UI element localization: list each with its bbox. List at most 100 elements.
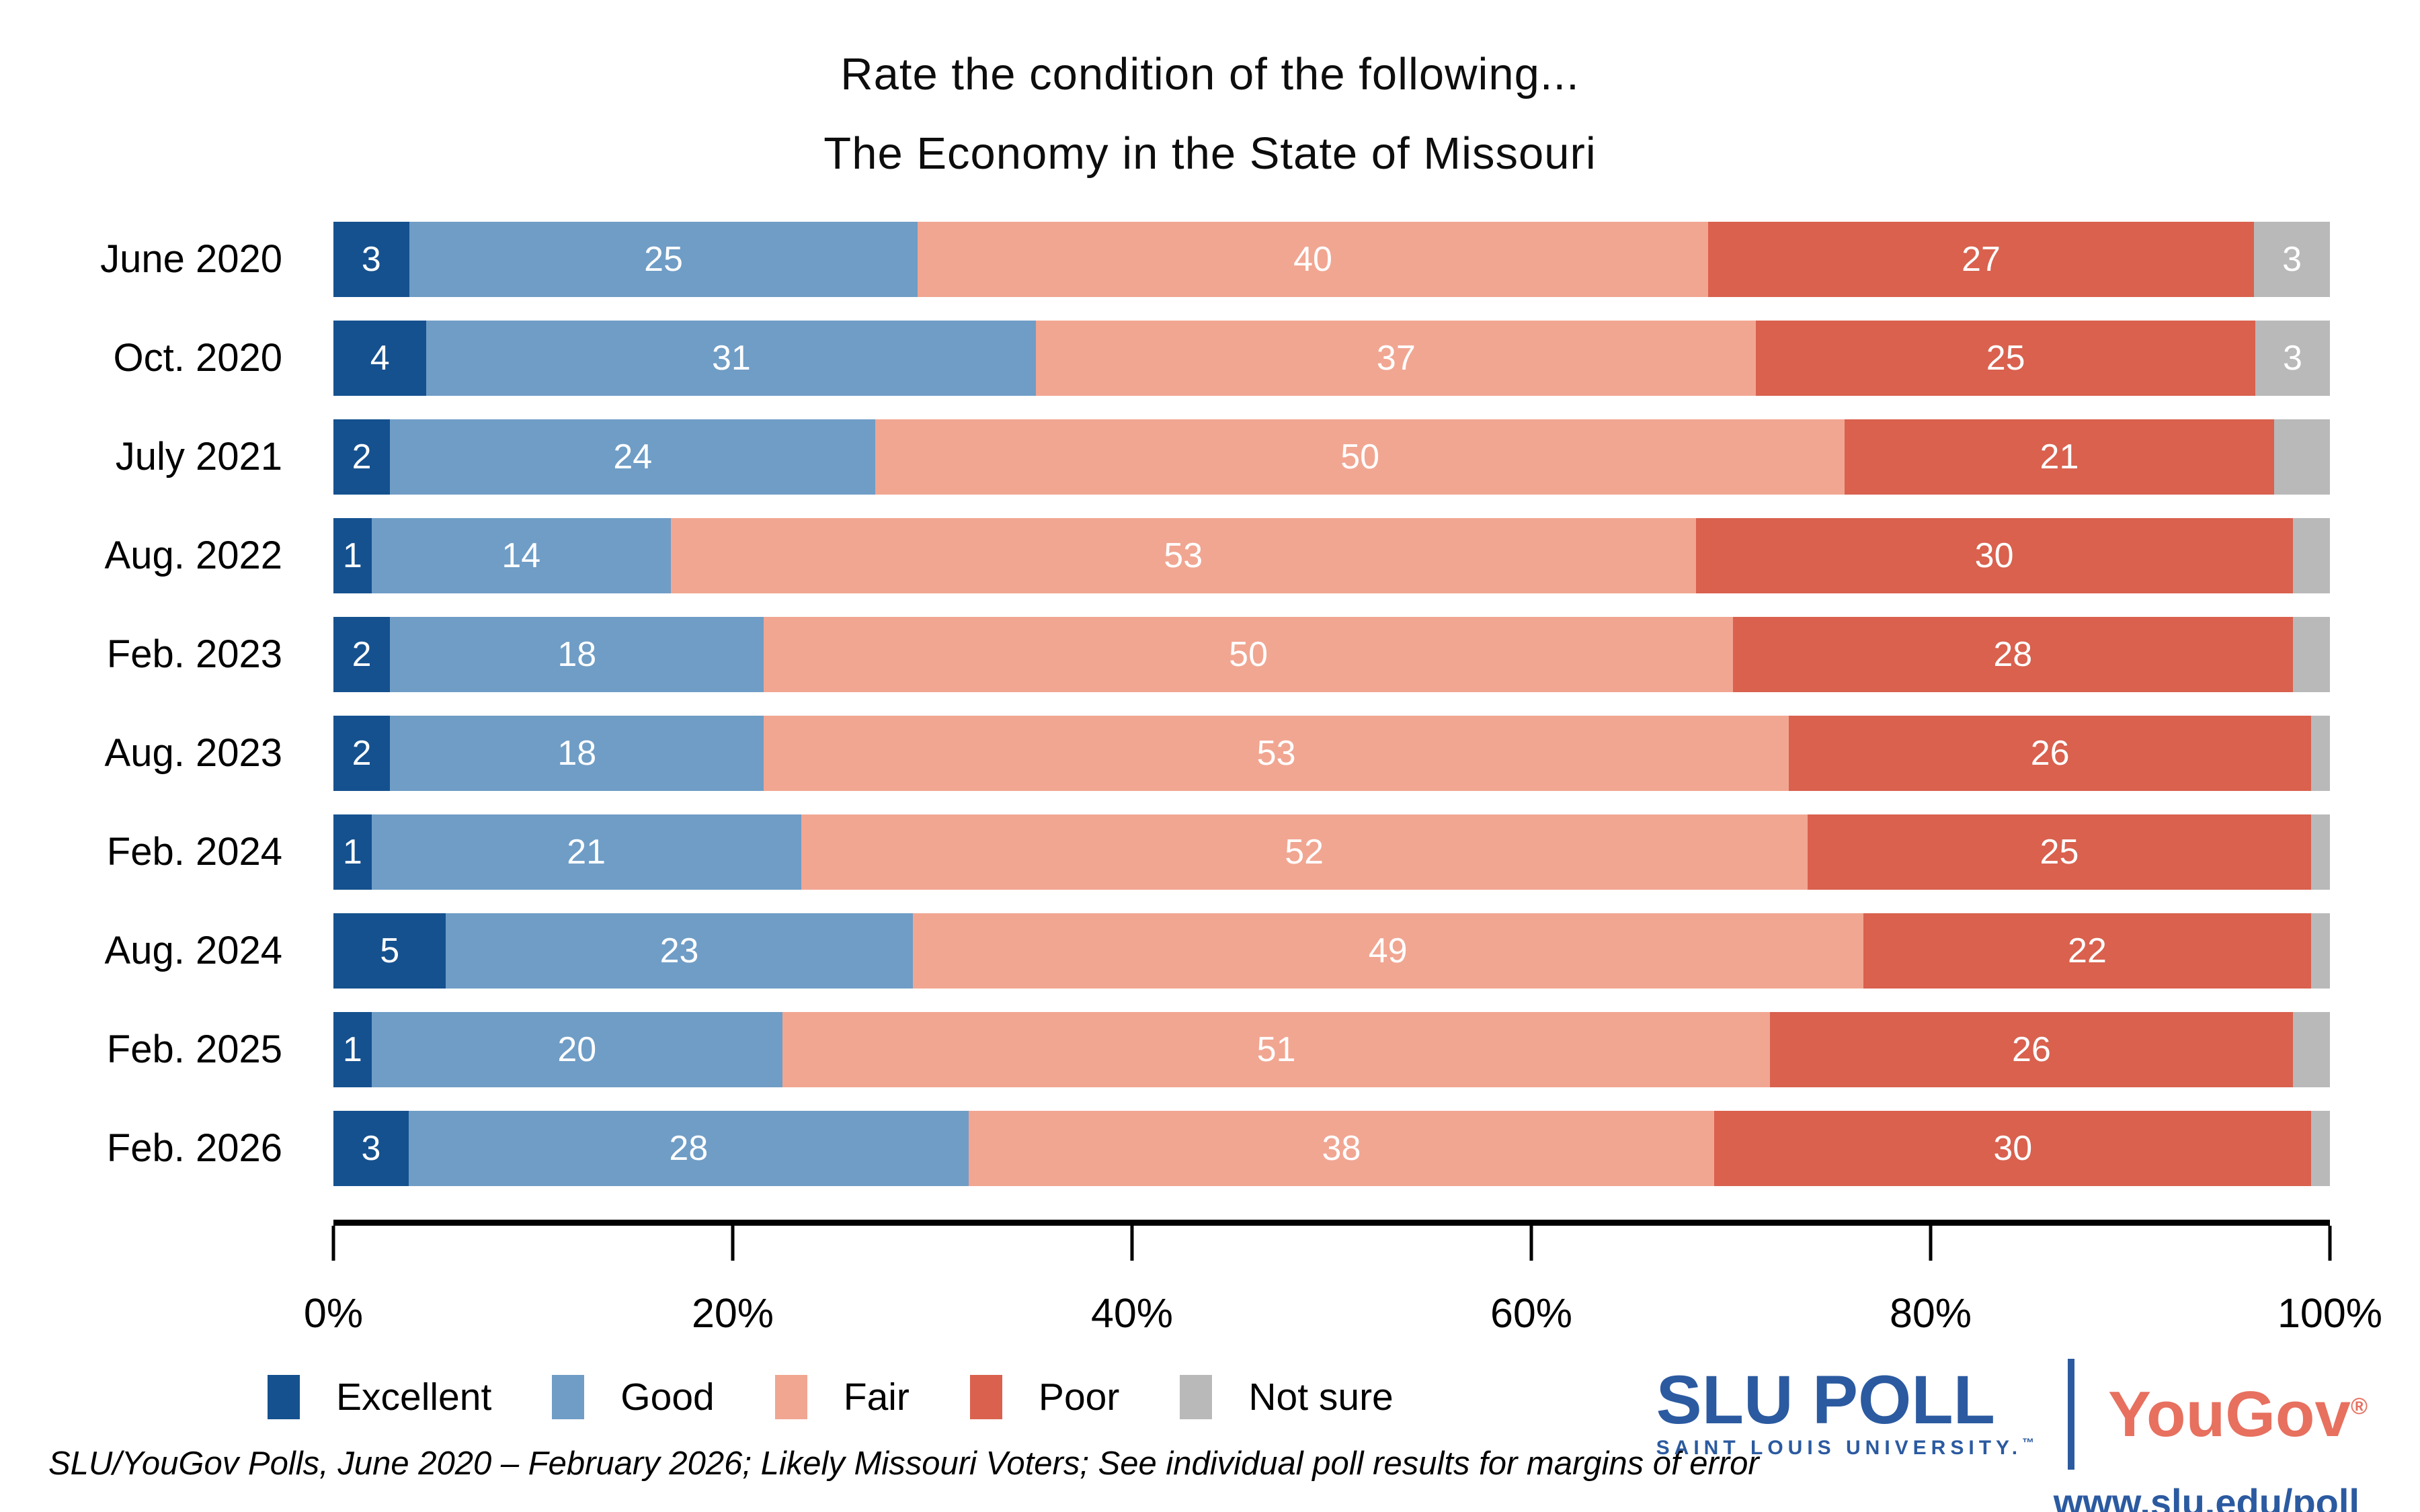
segment-value-label: 52 — [1285, 832, 1324, 872]
legend-item-fair: Fair — [774, 1375, 910, 1419]
segment-value-label: 22 — [2068, 931, 2107, 970]
chart-row-june-2020: June 2020 3 25 40 27 3 — [0, 210, 2420, 308]
segment-value-label: 25 — [1986, 338, 2025, 378]
segment-excellent: 1 — [333, 814, 372, 890]
branding-block: SLU POLL SAINT LOUIS UNIVERSITY.™ YouGov… — [1656, 1359, 2368, 1512]
legend-item-good: Good — [552, 1375, 715, 1419]
axis-tick-label: 100% — [2277, 1290, 2383, 1336]
source-note: SLU/YouGov Polls, June 2020 – February 2… — [48, 1445, 1759, 1482]
segment-excellent: 1 — [333, 517, 372, 593]
segment-value-label: 28 — [669, 1128, 709, 1168]
segment-value-label: 26 — [2030, 733, 2070, 773]
category-label: Feb. 2023 — [106, 632, 282, 676]
segment-poor: 27 — [1707, 221, 2255, 297]
category-label: June 2020 — [100, 237, 282, 281]
segment-value-label: 3 — [361, 1128, 381, 1168]
chart-row-july-2021: July 2021 2 24 50 21 — [0, 407, 2420, 506]
segment-good: 23 — [446, 913, 913, 989]
segment-not-sure — [2292, 517, 2330, 593]
yougov-logo: YouGov® — [2108, 1378, 2368, 1452]
segment-fair: 37 — [1036, 320, 1757, 396]
segment-not-sure — [2311, 715, 2330, 791]
trademark-symbol: ™ — [2022, 1436, 2035, 1450]
segment-fair: 50 — [764, 616, 1733, 692]
segment-value-label: 14 — [501, 536, 541, 575]
segment-value-label: 3 — [2283, 338, 2302, 378]
axis-tick-label: 40% — [1090, 1290, 1174, 1336]
category-label: July 2021 — [115, 435, 282, 478]
category-label: Feb. 2025 — [106, 1027, 282, 1071]
axis-tick — [2328, 1226, 2332, 1261]
segment-value-label: 5 — [380, 931, 400, 970]
segment-fair: 50 — [875, 419, 1845, 495]
chart-title: Rate the condition of the following... T… — [0, 35, 2420, 194]
legend: Excellent Good Fair Poor Not sure — [268, 1375, 1394, 1419]
segment-value-label: 25 — [2040, 832, 2079, 872]
segment-value-label: 50 — [1340, 437, 1380, 476]
legend-label: Excellent — [336, 1376, 492, 1419]
stacked-bar-rows: June 2020 3 25 40 27 3 Oct. 2020 4 31 37 25 3 July 2… — [0, 210, 2420, 1198]
category-label: Feb. 2026 — [106, 1126, 282, 1170]
legend-item-not-sure: Not sure — [1180, 1375, 1394, 1419]
segment-poor: 22 — [1863, 913, 2312, 989]
stacked-bar: 5 23 49 22 — [333, 913, 2330, 989]
segment-value-label: 53 — [1164, 536, 1203, 575]
segment-value-label: 1 — [342, 832, 362, 872]
stacked-bar: 4 31 37 25 3 — [333, 320, 2330, 396]
segment-poor: 26 — [1770, 1011, 2293, 1087]
yougov-wordmark: YouGov — [2108, 1378, 2351, 1450]
legend-swatch-not-sure — [1180, 1375, 1213, 1419]
legend-item-excellent: Excellent — [268, 1375, 491, 1419]
stacked-bar: 1 14 53 30 — [333, 517, 2330, 593]
segment-not-sure: 3 — [2255, 320, 2330, 396]
segment-value-label: 18 — [557, 634, 597, 674]
stacked-bar: 3 25 40 27 3 — [333, 221, 2330, 297]
axis-tick-label: 80% — [1889, 1290, 1972, 1336]
poll-website-url: www.slu.edu/poll — [2053, 1481, 2360, 1512]
segment-fair: 38 — [968, 1110, 1715, 1186]
chart-row-aug-2024: Aug. 2024 5 23 49 22 — [0, 901, 2420, 1000]
legend-swatch-fair — [774, 1375, 807, 1419]
stacked-bar: 2 18 53 26 — [333, 715, 2330, 791]
chart-row-aug-2023: Aug. 2023 2 18 53 26 — [0, 704, 2420, 802]
segment-value-label: 25 — [644, 239, 683, 279]
chart-row-feb-2025: Feb. 2025 1 20 51 26 — [0, 1000, 2420, 1099]
segment-value-label: 24 — [613, 437, 653, 476]
segment-poor: 21 — [1844, 419, 2274, 495]
chart-row-oct-2020: Oct. 2020 4 31 37 25 3 — [0, 308, 2420, 407]
stacked-bar: 2 24 50 21 — [333, 419, 2331, 495]
segment-value-label: 23 — [659, 931, 699, 970]
segment-value-label: 21 — [2040, 437, 2079, 476]
segment-poor: 25 — [1756, 320, 2255, 396]
category-label: Aug. 2023 — [104, 731, 282, 775]
segment-value-label: 53 — [1256, 733, 1296, 773]
segment-value-label: 27 — [1962, 239, 2001, 279]
slu-poll-logo: SLU POLL SAINT LOUIS UNIVERSITY.™ — [1656, 1361, 2035, 1460]
chart-title-line-1: Rate the condition of the following... — [840, 49, 1580, 99]
registered-symbol: ® — [2350, 1393, 2368, 1419]
axis-tick — [1529, 1226, 1533, 1261]
segment-value-label: 50 — [1229, 634, 1268, 674]
stacked-bar: 3 28 38 30 — [333, 1110, 2330, 1186]
stacked-bar: 2 18 50 28 — [333, 616, 2330, 692]
category-label: Aug. 2022 — [104, 534, 282, 577]
chart-title-line-2: The Economy in the State of Missouri — [823, 128, 1597, 179]
segment-value-label: 3 — [361, 239, 381, 279]
segment-excellent: 1 — [333, 1011, 372, 1087]
segment-good: 31 — [426, 320, 1037, 396]
segment-value-label: 20 — [557, 1030, 597, 1069]
legend-swatch-poor — [969, 1375, 1002, 1419]
slu-poll-wordmark: SLU POLL — [1656, 1361, 1995, 1438]
segment-excellent: 2 — [333, 715, 391, 791]
segment-value-label: 18 — [557, 733, 597, 773]
segment-value-label: 3 — [2282, 239, 2302, 279]
axis-tick — [1130, 1226, 1134, 1261]
segment-fair: 49 — [912, 913, 1863, 989]
segment-excellent: 2 — [333, 616, 391, 692]
segment-excellent: 2 — [333, 419, 391, 495]
axis-tick-label: 20% — [691, 1290, 774, 1336]
segment-fair: 53 — [764, 715, 1789, 791]
segment-excellent: 5 — [333, 913, 446, 989]
segment-value-label: 37 — [1376, 338, 1416, 378]
